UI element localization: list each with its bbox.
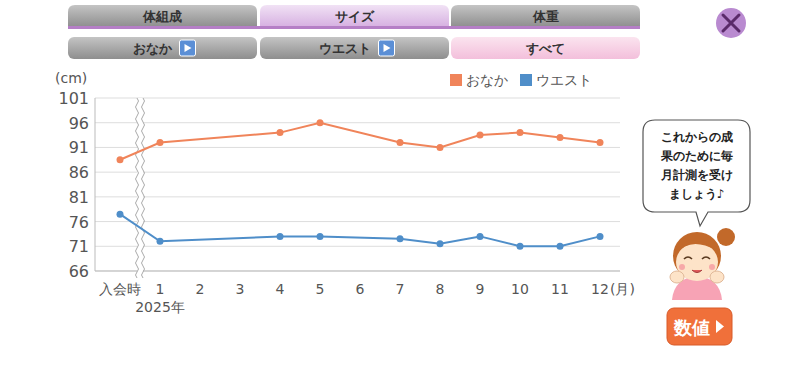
values-button[interactable] bbox=[667, 308, 732, 345]
tab-label[interactable]: サイズ bbox=[335, 9, 375, 24]
point bbox=[117, 211, 124, 218]
bubble-text: 果のために毎 bbox=[660, 149, 733, 163]
bubble-text: 月計測を受け bbox=[660, 168, 733, 182]
girl-cheek bbox=[709, 264, 715, 270]
point bbox=[117, 156, 124, 163]
x-tick-label: 2 bbox=[196, 281, 205, 297]
x-tick-label: 1 bbox=[156, 281, 165, 297]
x-tick-label: 11 bbox=[551, 281, 569, 297]
point bbox=[317, 233, 324, 240]
arrow-icon bbox=[379, 40, 395, 56]
tab-label[interactable]: 体重 bbox=[532, 9, 559, 24]
girl-bangs bbox=[676, 240, 716, 254]
subtab-label[interactable]: おなか bbox=[133, 41, 173, 56]
point bbox=[477, 233, 484, 240]
axis-break bbox=[136, 98, 139, 278]
x-tick-label: 10 bbox=[511, 281, 529, 297]
point bbox=[557, 134, 564, 141]
x-tick-label: 12 bbox=[591, 281, 609, 297]
grid-line bbox=[95, 196, 620, 197]
point bbox=[597, 233, 604, 240]
y-axis-label: (cm) bbox=[55, 70, 87, 86]
arrow-icon bbox=[180, 40, 196, 56]
point bbox=[437, 144, 444, 151]
legend-label: おなか bbox=[466, 72, 508, 88]
x-tick-label: 6 bbox=[356, 281, 365, 297]
point bbox=[397, 139, 404, 146]
point bbox=[157, 139, 164, 146]
grid-line bbox=[95, 98, 620, 99]
girl-hand bbox=[710, 271, 724, 283]
point bbox=[557, 243, 564, 250]
legend-swatch bbox=[450, 74, 462, 86]
tab[interactable] bbox=[260, 5, 449, 27]
girl-hand bbox=[670, 271, 684, 283]
bubble-text: これからの成 bbox=[661, 130, 733, 144]
y-tick-label: 96 bbox=[69, 114, 89, 133]
subtab-label[interactable]: ウエスト bbox=[319, 41, 371, 56]
tab-label[interactable]: 体組成 bbox=[142, 9, 182, 24]
subtab-label[interactable]: すべて bbox=[525, 41, 565, 56]
x-axis bbox=[95, 271, 620, 272]
point bbox=[477, 132, 484, 139]
point bbox=[277, 129, 284, 136]
close-icon bbox=[723, 15, 739, 31]
legend-swatch bbox=[520, 74, 532, 86]
subtab[interactable] bbox=[451, 37, 640, 59]
y-tick-label: 66 bbox=[69, 262, 89, 281]
x-tick-label: 8 bbox=[436, 281, 445, 297]
y-tick-label: 81 bbox=[69, 188, 89, 207]
subtab[interactable] bbox=[68, 37, 257, 59]
series-line bbox=[120, 123, 600, 160]
y-tick-label: 76 bbox=[69, 213, 89, 232]
point bbox=[397, 235, 404, 242]
x-tick-label: 3 bbox=[236, 281, 245, 297]
y-tick-label: 101 bbox=[58, 89, 89, 108]
series-line bbox=[120, 214, 600, 246]
grid-line bbox=[95, 122, 620, 123]
tab[interactable] bbox=[451, 5, 640, 27]
grid-line bbox=[95, 271, 620, 272]
arrow-icon-triangle bbox=[384, 44, 391, 52]
y-tick-label: 91 bbox=[69, 138, 89, 157]
tab[interactable] bbox=[68, 5, 257, 27]
girl-eyes bbox=[684, 257, 710, 259]
tab-underline bbox=[68, 26, 640, 29]
button-label[interactable]: 数値 bbox=[673, 317, 710, 338]
point bbox=[277, 233, 284, 240]
bubble-text: ましょう♪ bbox=[669, 187, 725, 201]
girl-mouth bbox=[692, 270, 702, 273]
grid-line bbox=[95, 172, 620, 173]
close-button[interactable] bbox=[716, 8, 746, 38]
axis-break bbox=[142, 98, 145, 278]
screen: 体組成サイズ体重おなかウエストすべて66717681869196101(cm)入… bbox=[0, 0, 800, 370]
point bbox=[317, 119, 324, 126]
grid-line bbox=[95, 147, 620, 148]
y-tick-label: 71 bbox=[69, 237, 89, 256]
x-axis-label: (月) bbox=[610, 281, 635, 297]
girl-bun bbox=[717, 228, 735, 246]
subtab[interactable] bbox=[260, 37, 449, 59]
x-tick-label: 4 bbox=[276, 281, 285, 297]
point bbox=[597, 139, 604, 146]
point bbox=[157, 238, 164, 245]
annotation: 2025年 bbox=[135, 299, 185, 315]
legend-label: ウエスト bbox=[536, 72, 592, 88]
grid-line bbox=[95, 221, 620, 222]
point bbox=[517, 243, 524, 250]
speech-bubble bbox=[643, 120, 750, 226]
x-tick-label: 5 bbox=[316, 281, 325, 297]
x-tick-label: 入会時 bbox=[99, 281, 141, 297]
y-axis bbox=[95, 98, 96, 271]
point bbox=[517, 129, 524, 136]
plot-area bbox=[117, 119, 604, 250]
point bbox=[437, 240, 444, 247]
girl-cheek bbox=[679, 264, 685, 270]
x-tick-label: 9 bbox=[476, 281, 485, 297]
y-tick-label: 86 bbox=[69, 163, 89, 182]
arrow-icon-triangle bbox=[185, 44, 192, 52]
x-tick-label: 7 bbox=[396, 281, 405, 297]
button-arrow bbox=[716, 320, 724, 333]
